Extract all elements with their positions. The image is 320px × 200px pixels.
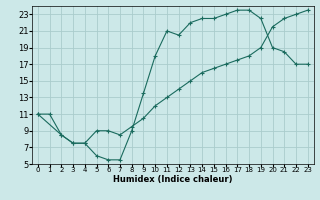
X-axis label: Humidex (Indice chaleur): Humidex (Indice chaleur) — [113, 175, 233, 184]
